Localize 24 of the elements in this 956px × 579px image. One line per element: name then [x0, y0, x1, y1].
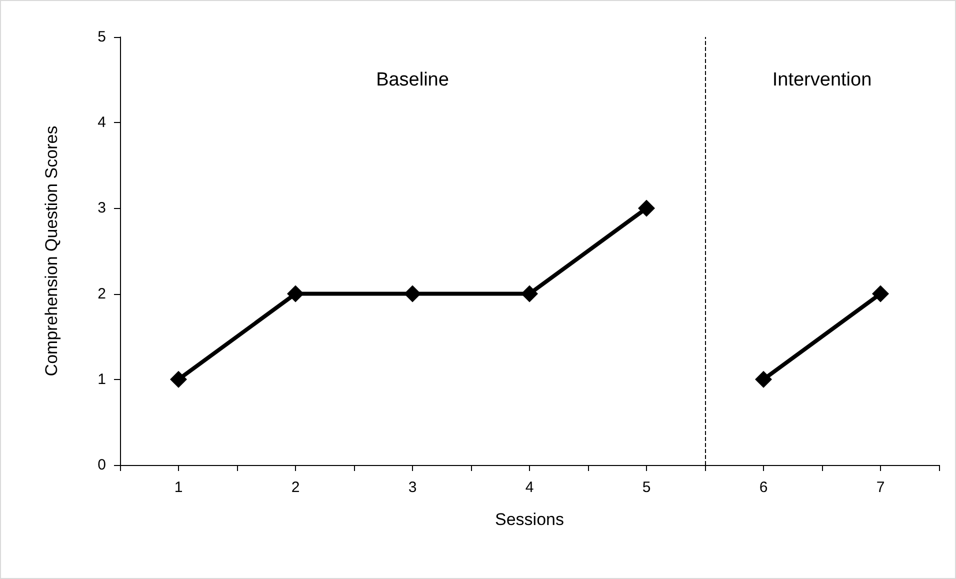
y-tick-label: 1 [98, 370, 106, 388]
annotation: Intervention [772, 69, 872, 90]
x-tick-label: 4 [525, 479, 534, 496]
x-tick-label: 6 [759, 479, 768, 496]
point [521, 285, 538, 302]
x-axis-title: Sessions [495, 510, 564, 529]
y-tick-label: 3 [98, 200, 106, 217]
y-tick-label: 0 [98, 456, 106, 474]
y-tick-label: 4 [98, 114, 106, 132]
point [170, 370, 187, 388]
y-tick-label: 2 [98, 285, 106, 302]
point [872, 285, 889, 302]
x-tick-label: 5 [642, 479, 651, 496]
point [287, 285, 304, 302]
annotation: Baseline [376, 69, 449, 90]
point [404, 285, 421, 302]
x-tick-label: 3 [408, 479, 417, 496]
x-tick-label: 1 [174, 479, 183, 496]
point [638, 200, 655, 217]
x-tick-label: 7 [876, 479, 885, 496]
x-tick-label: 2 [291, 479, 300, 496]
point [755, 370, 772, 388]
y-tick-label: 5 [98, 28, 106, 46]
y-axis-title: Comprehension Question Scores [42, 126, 61, 376]
